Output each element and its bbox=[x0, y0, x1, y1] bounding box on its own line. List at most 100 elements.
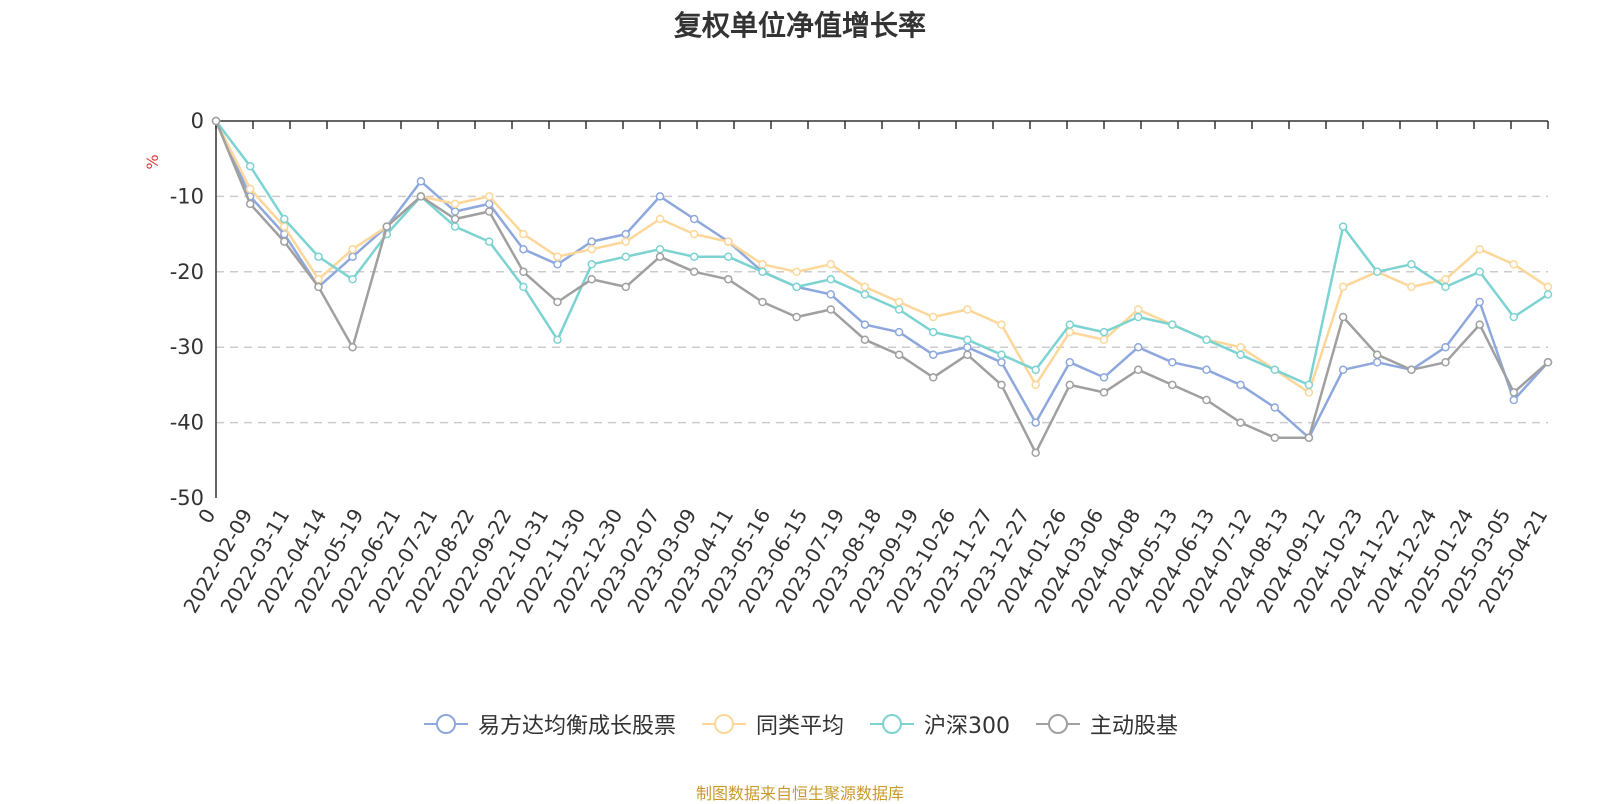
data-point bbox=[1372, 358, 1382, 367]
data-point bbox=[1475, 320, 1484, 329]
series-line-2 bbox=[215, 120, 1549, 387]
data-point bbox=[655, 244, 665, 254]
data-point bbox=[1099, 373, 1109, 382]
data-point bbox=[1509, 388, 1519, 397]
data-point bbox=[1543, 290, 1553, 299]
data-point bbox=[1236, 380, 1245, 390]
data-point bbox=[484, 199, 494, 209]
data-point bbox=[860, 282, 870, 292]
data-point bbox=[587, 237, 596, 246]
legend-item[interactable]: 易方达均衡成长股票 bbox=[422, 708, 676, 740]
data-point bbox=[928, 312, 938, 322]
data-point bbox=[963, 350, 972, 359]
legend-swatch bbox=[870, 714, 914, 734]
data-point bbox=[553, 260, 562, 269]
y-tick-label: -10 bbox=[170, 184, 204, 208]
data-point bbox=[245, 161, 255, 171]
series-line-3 bbox=[214, 120, 1549, 455]
data-point bbox=[416, 177, 426, 186]
data-point bbox=[1065, 380, 1075, 390]
y-tick-label: -40 bbox=[170, 411, 204, 435]
data-point bbox=[963, 335, 972, 344]
data-point bbox=[724, 252, 733, 261]
data-point bbox=[621, 252, 631, 261]
data-point bbox=[1133, 365, 1143, 375]
data-point bbox=[280, 214, 289, 224]
data-point bbox=[689, 267, 699, 277]
legend-item[interactable]: 主动股基 bbox=[1034, 708, 1178, 740]
data-point bbox=[826, 275, 836, 284]
data-point bbox=[1031, 365, 1040, 375]
data-point bbox=[1475, 297, 1484, 307]
data-point bbox=[484, 192, 494, 201]
data-point bbox=[1236, 350, 1245, 359]
data-point bbox=[1168, 380, 1177, 390]
legend-item[interactable]: 沪深300 bbox=[868, 708, 1010, 740]
data-point bbox=[1509, 260, 1519, 269]
data-point bbox=[1236, 342, 1245, 352]
data-point bbox=[997, 350, 1006, 359]
data-point bbox=[621, 237, 631, 246]
data-point bbox=[1338, 365, 1348, 375]
data-point bbox=[860, 335, 870, 344]
legend-swatch bbox=[701, 714, 746, 734]
legend-swatch bbox=[423, 714, 468, 734]
data-point bbox=[519, 229, 528, 239]
series-line-0 bbox=[214, 120, 1549, 439]
data-point bbox=[1133, 312, 1143, 322]
data-point bbox=[553, 252, 562, 261]
data-point bbox=[1338, 222, 1348, 231]
data-point bbox=[689, 214, 699, 224]
legend: 易方达均衡成长股票 同类平均 沪深300 主动股基 bbox=[0, 708, 1600, 740]
data-point bbox=[280, 237, 289, 246]
data-point bbox=[1270, 433, 1280, 442]
data-point bbox=[450, 214, 460, 224]
data-point bbox=[1509, 395, 1519, 405]
data-point bbox=[1509, 312, 1519, 322]
data-point bbox=[928, 327, 938, 337]
legend-label: 易方达均衡成长股票 bbox=[477, 714, 676, 739]
data-point bbox=[792, 267, 801, 277]
legend-item[interactable]: 同类平均 bbox=[700, 708, 844, 740]
y-tick-label: -50 bbox=[170, 486, 204, 510]
data-point bbox=[997, 358, 1006, 367]
data-point bbox=[1304, 388, 1314, 397]
y-tick-label: 0 bbox=[191, 109, 204, 133]
data-point bbox=[1441, 282, 1450, 292]
data-point bbox=[655, 192, 665, 201]
data-point bbox=[1475, 244, 1484, 254]
data-point bbox=[1543, 358, 1553, 367]
data-point bbox=[484, 207, 494, 216]
data-point bbox=[1407, 282, 1416, 292]
data-point bbox=[826, 305, 836, 314]
data-point bbox=[1407, 365, 1416, 375]
data-point bbox=[963, 342, 972, 352]
data-point bbox=[1372, 350, 1382, 359]
data-point bbox=[280, 222, 289, 231]
data-point bbox=[1031, 380, 1040, 390]
data-point bbox=[450, 199, 460, 209]
legend-label: 同类平均 bbox=[755, 714, 844, 739]
data-point bbox=[1270, 365, 1280, 375]
data-point bbox=[928, 350, 938, 359]
data-point bbox=[348, 342, 357, 352]
series-line-1 bbox=[214, 120, 1549, 394]
data-point bbox=[1133, 305, 1143, 314]
data-point bbox=[348, 252, 357, 261]
data-point bbox=[1202, 335, 1211, 344]
legend-label: 主动股基 bbox=[1090, 714, 1179, 739]
data-point bbox=[1168, 358, 1177, 367]
data-point bbox=[1338, 282, 1348, 292]
data-point bbox=[1099, 335, 1109, 344]
data-point bbox=[826, 290, 836, 299]
data-point bbox=[348, 244, 357, 254]
chart-title: 复权单位净值增长率 bbox=[673, 9, 926, 42]
data-point bbox=[724, 275, 733, 284]
data-point bbox=[963, 305, 972, 314]
data-point bbox=[860, 320, 870, 329]
data-point bbox=[1202, 395, 1211, 405]
data-point bbox=[1441, 275, 1450, 284]
data-point bbox=[997, 320, 1006, 329]
data-point bbox=[1065, 358, 1075, 367]
data-point bbox=[1543, 282, 1553, 292]
